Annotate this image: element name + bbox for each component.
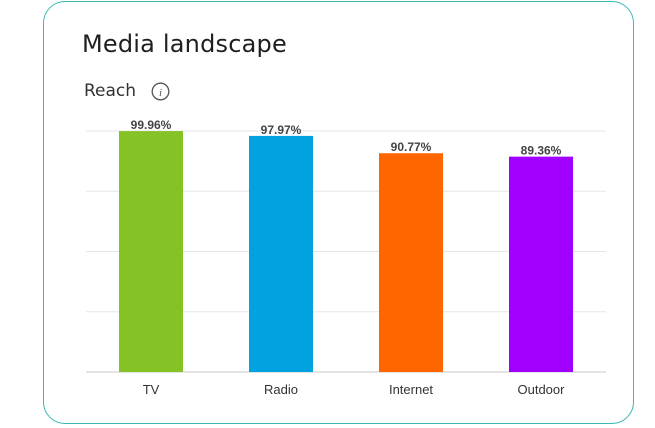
x-tick-label-tv: TV (143, 382, 160, 397)
chart-subtitle: Reach (84, 81, 137, 101)
info-icon[interactable]: i (151, 82, 170, 101)
data-label-tv: 99.96% (131, 118, 172, 132)
bar-outdoor[interactable] (509, 156, 573, 372)
data-label-outdoor: 89.36% (521, 144, 562, 158)
x-tick-label-outdoor: Outdoor (518, 382, 566, 397)
data-label-internet: 90.77% (391, 140, 432, 154)
bar-radio[interactable] (249, 135, 313, 372)
bar-tv[interactable] (119, 131, 183, 372)
bar-internet[interactable] (379, 153, 443, 372)
x-tick-label-internet: Internet (389, 382, 433, 397)
svg-text:i: i (159, 87, 162, 99)
data-label-radio: 97.97% (261, 123, 302, 137)
card-title: Media landscape (82, 30, 287, 58)
x-tick-label-radio: Radio (264, 382, 298, 397)
